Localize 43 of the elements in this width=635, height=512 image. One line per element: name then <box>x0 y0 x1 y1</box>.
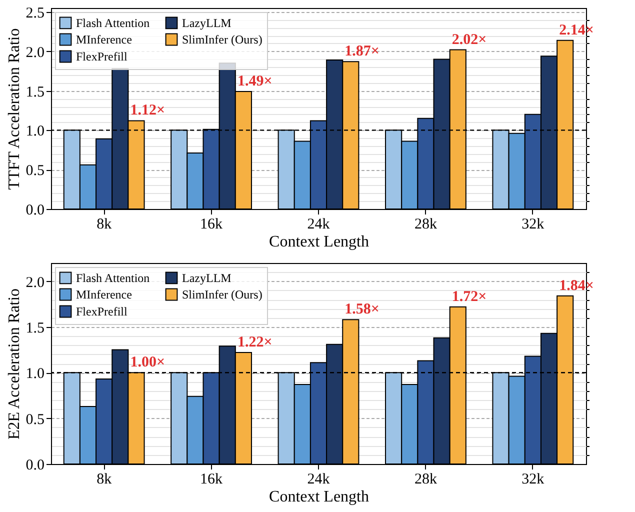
y-tick-label: 1.0 <box>26 124 44 140</box>
y-tick-label: 1.0 <box>26 366 44 382</box>
legend-label: LazyLLM <box>182 270 232 285</box>
x-tick-label: 24k <box>307 472 330 488</box>
x-tick-label: 8k <box>96 472 112 488</box>
legend-label: SlimInfer (Ours) <box>182 288 262 302</box>
data-label: 1.87× <box>344 44 380 60</box>
data-label: 2.02× <box>452 32 487 48</box>
legend-label: Flash Attention <box>76 16 150 30</box>
y-tick-label: 2.5 <box>26 5 44 22</box>
y-tick-label: 0.5 <box>26 163 44 180</box>
x-tick-label: 28k <box>414 216 438 232</box>
x-tick-label: 28k <box>414 472 438 488</box>
data-label: 1.12× <box>130 102 166 119</box>
data-label: 1.22× <box>237 334 272 351</box>
x-tick-label: 16k <box>200 472 224 488</box>
x-tick-label: 32k <box>522 472 545 488</box>
x-axis-title: Context Length <box>269 488 369 506</box>
y-tick-label: 2.0 <box>26 44 44 61</box>
x-axis-title: Context Length <box>269 234 369 250</box>
legend-label: SlimInfer (Ours) <box>182 32 262 46</box>
x-tick-label: 8k <box>96 216 112 232</box>
legend-label: LazyLLM <box>182 16 232 30</box>
y-tick-label: 1.5 <box>26 84 44 100</box>
x-tick-label: 32k <box>522 216 545 232</box>
y-axis-title: TTFT Acceleration Ratio <box>6 28 23 190</box>
legend-label: FlexPrefill <box>76 304 128 318</box>
legend-label: MInference <box>76 32 132 46</box>
y-tick-label: 0.5 <box>26 412 44 428</box>
legend-label: MInference <box>76 288 132 302</box>
data-label: 1.58× <box>344 302 380 318</box>
data-label: 1.00× <box>130 354 166 371</box>
data-label: 1.49× <box>237 74 272 90</box>
y-tick-label: 1.5 <box>26 320 44 336</box>
y-tick-label: 0.0 <box>26 458 44 474</box>
legend-label: FlexPrefill <box>76 50 128 64</box>
y-axis-title: E2E Acceleration Ratio <box>6 288 23 440</box>
y-tick-label: 0.0 <box>26 202 44 218</box>
x-tick-label: 24k <box>307 216 330 232</box>
x-tick-label: 16k <box>200 216 224 232</box>
y-tick-label: 2.0 <box>26 274 44 291</box>
legend-label: Flash Attention <box>76 270 150 285</box>
data-label: 1.72× <box>452 288 487 305</box>
